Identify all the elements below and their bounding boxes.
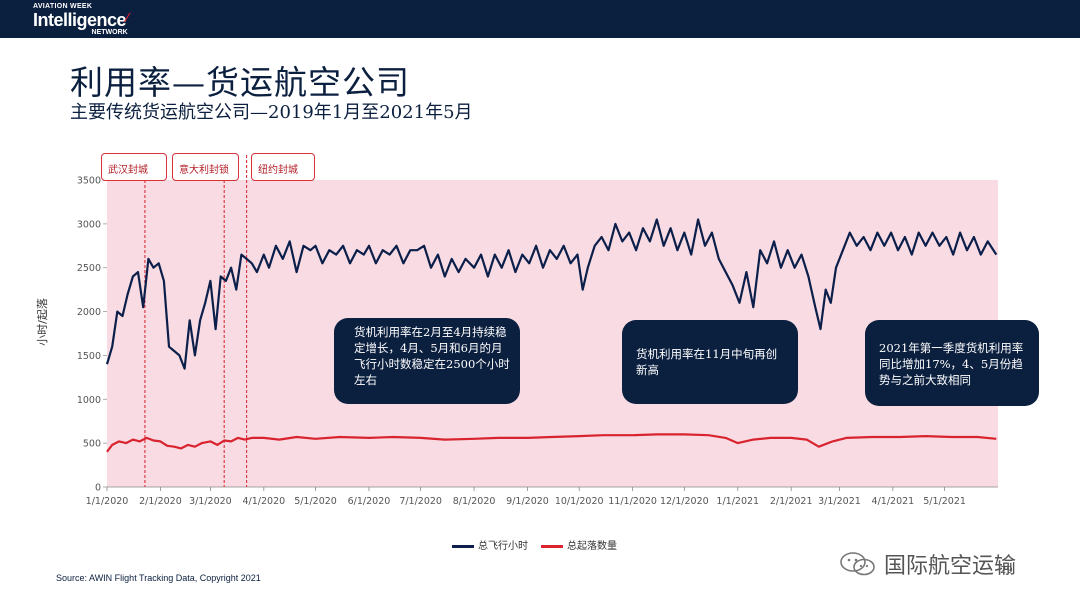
x-tick-label: 2/1/2020 bbox=[139, 496, 182, 507]
event-label-italy: 意大利封锁 bbox=[172, 153, 239, 181]
logo-wordmark: Intelligence bbox=[33, 10, 127, 30]
x-tick-label: 1/1/2021 bbox=[716, 496, 759, 507]
event-label-wuhan: 武汉封城 bbox=[101, 153, 167, 181]
plot-area-background bbox=[107, 180, 998, 487]
legend-label-landings: 总起落数量 bbox=[567, 541, 617, 552]
legend-item-landings: 总起落数量 bbox=[541, 537, 617, 552]
series-line-landings bbox=[106, 433, 997, 453]
legend-label-flight-hours: 总飞行小时 bbox=[478, 541, 528, 552]
logo-mark-icon: ⁄ bbox=[126, 10, 128, 25]
legend-swatch-red bbox=[541, 544, 563, 548]
x-tick-label: 4/1/2020 bbox=[242, 496, 285, 507]
x-tick-label: 7/1/2020 bbox=[399, 496, 442, 507]
callout-november-high: 货机利用率在11月中旬再创新高 bbox=[622, 320, 798, 404]
watermark-text: 国际航空运输 bbox=[884, 554, 1017, 579]
logo-line-1: AVIATION WEEK bbox=[33, 3, 93, 10]
x-tick-label: 11/1/2020 bbox=[608, 496, 657, 507]
x-tick-label: 1/1/2020 bbox=[86, 496, 129, 507]
y-tick-label: 2500 bbox=[77, 263, 101, 274]
y-tick-label: 2000 bbox=[77, 307, 101, 318]
x-tick-label: 3/1/2021 bbox=[818, 496, 861, 507]
callout-q1-2021: 2021年第一季度货机利用率同比增加17%，4、5月份趋势与之前大致相同 bbox=[865, 320, 1039, 406]
x-tick-label: 12/1/2020 bbox=[660, 496, 709, 507]
logo-line-2: Intelligence⁄ bbox=[33, 11, 128, 29]
legend-item-flight-hours: 总飞行小时 bbox=[452, 537, 528, 552]
y-tick-label: 500 bbox=[83, 439, 101, 450]
x-tick-label: 4/1/2021 bbox=[872, 496, 915, 507]
slide-subtitle: 主要传统货运航空公司—2019年1月至2021年5月 bbox=[70, 102, 473, 123]
x-tick-label: 3/1/2020 bbox=[189, 496, 232, 507]
x-tick-label: 10/1/2020 bbox=[555, 496, 604, 507]
y-tick-label: 1000 bbox=[77, 395, 101, 406]
x-tick-label: 5/1/2020 bbox=[294, 496, 337, 507]
event-label-newyork: 纽约封城 bbox=[251, 153, 315, 181]
logo-line-3: NETWORK bbox=[91, 29, 128, 36]
x-tick-label: 8/1/2020 bbox=[453, 496, 496, 507]
wechat-icon bbox=[840, 552, 875, 576]
y-tick-label: 1500 bbox=[77, 351, 101, 362]
callout-growth: 货机利用率在2月至4月持续稳定增长，4月、5月和6月的月飞行小时数稳定在2500… bbox=[334, 318, 520, 404]
x-tick-label: 2/1/2021 bbox=[770, 496, 813, 507]
legend-swatch-navy bbox=[452, 544, 474, 548]
x-tick-label: 5/1/2021 bbox=[923, 496, 966, 507]
x-tick-label: 9/1/2020 bbox=[506, 496, 549, 507]
y-tick-label: 3000 bbox=[77, 219, 101, 230]
top-banner: AVIATION WEEK Intelligence⁄ NETWORK bbox=[0, 0, 1080, 38]
wechat-watermark: 国际航空运输 bbox=[838, 548, 1016, 580]
page-number: 29 bbox=[1000, 565, 1013, 576]
series-line-flight-hours bbox=[105, 218, 998, 370]
x-tick-label: 6/1/2020 bbox=[348, 496, 391, 507]
y-tick-label: 3500 bbox=[77, 176, 101, 187]
y-tick-label: 0 bbox=[95, 483, 101, 494]
slide-title: 利用率—货运航空公司 bbox=[70, 63, 410, 102]
y-axis-label: 小时/起落 bbox=[36, 298, 49, 346]
aviation-week-logo: AVIATION WEEK Intelligence⁄ NETWORK bbox=[33, 3, 128, 36]
source-note: Source: AWIN Flight Tracking Data, Copyr… bbox=[56, 573, 261, 583]
